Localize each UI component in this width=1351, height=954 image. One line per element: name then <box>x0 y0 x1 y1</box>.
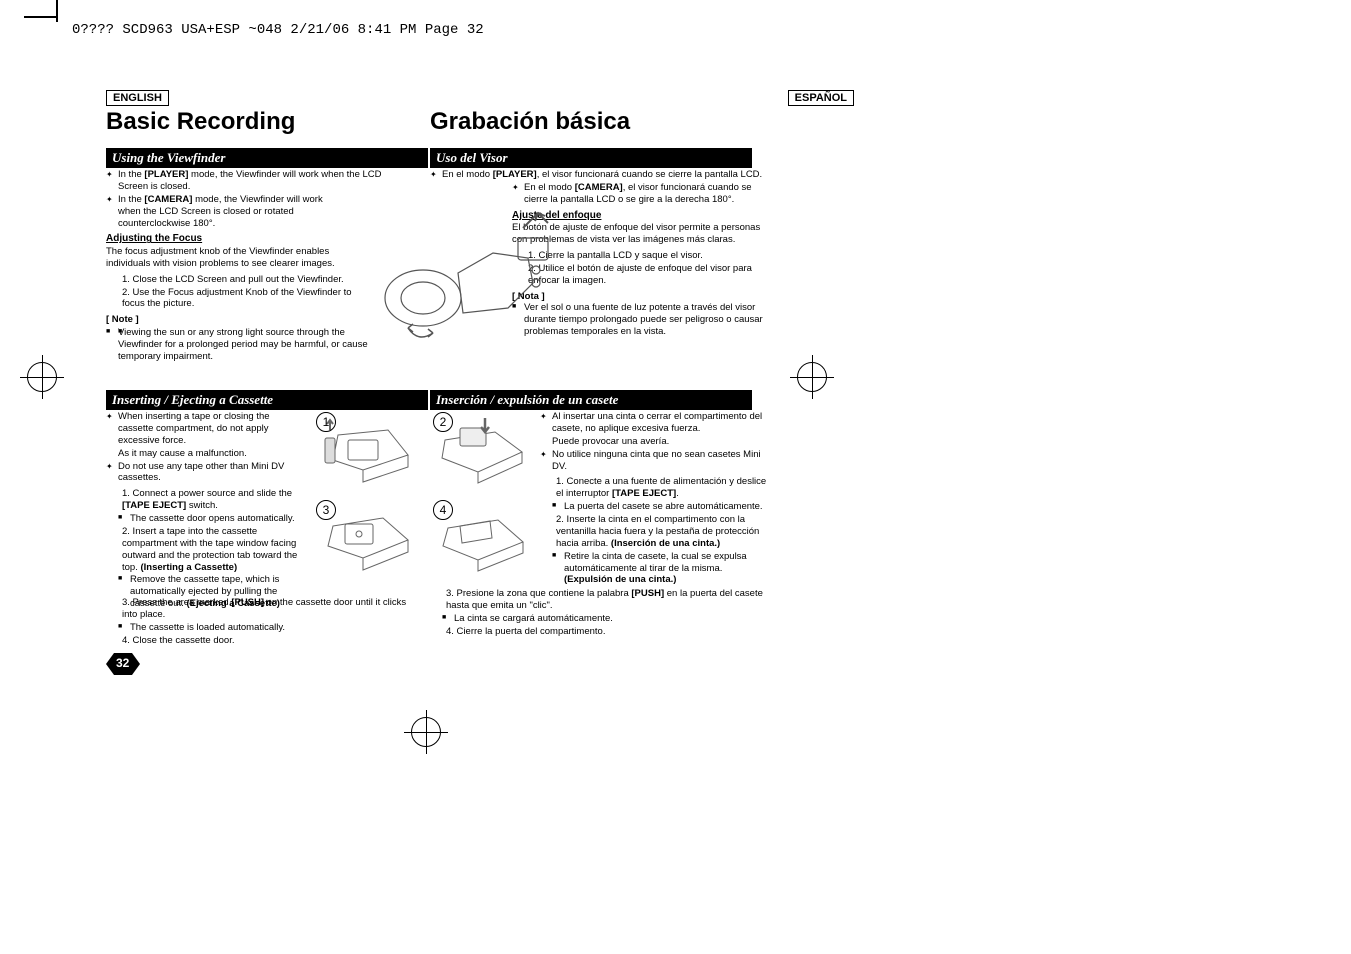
prepress-header: 0???? SCD963 USA+ESP ~048 2/21/06 8:41 P… <box>72 22 484 38</box>
list-item: 1. Close the LCD Screen and pull out the… <box>106 274 362 286</box>
sub-item: The cassette is loaded automatically. <box>106 622 416 634</box>
text: Al insertar una cinta o cerrar el compar… <box>540 411 770 435</box>
text: In the <box>118 169 144 180</box>
section-heading-viewfinder-en: Using the Viewfinder <box>106 148 428 168</box>
text: , el visor funcionará cuando se cierre l… <box>537 169 762 180</box>
language-badge-spanish: ESPAÑOL <box>788 90 854 106</box>
text-bold: (Expulsión de una cinta.) <box>564 574 676 585</box>
step-number-1: 1 <box>316 412 336 432</box>
text-bold: [PUSH] <box>231 597 264 608</box>
chapter-title-english: Basic Recording <box>106 108 295 136</box>
step-number-3: 3 <box>316 500 336 520</box>
sub-item: La puerta del casete se abre automáticam… <box>540 501 770 513</box>
text-bold: (Inserting a Cassette) <box>141 562 238 573</box>
text: The focus adjustment knob of the Viewfin… <box>106 246 361 270</box>
text: En el modo <box>442 169 493 180</box>
page-number: 32 <box>116 656 129 670</box>
text: Puede provocar una avería. <box>540 436 770 448</box>
viewfinder-illustration <box>363 198 563 348</box>
registration-mark <box>20 355 64 399</box>
text: 1. Connect a power source and slide the <box>122 488 292 499</box>
text: No utilice ninguna cinta que no sean cas… <box>540 449 770 473</box>
sub-item: The cassette door opens automatically. <box>106 513 306 525</box>
text: Do not use any tape other than Mini DV c… <box>106 461 306 485</box>
registration-mark <box>790 355 834 399</box>
text: . <box>676 488 679 499</box>
text-bold: [TAPE EJECT] <box>612 488 676 499</box>
cassette-text-es: Al insertar una cinta o cerrar el compar… <box>540 410 770 587</box>
text: As it may cause a malfunction. <box>106 448 306 460</box>
note-heading: [ Note ] <box>106 314 391 326</box>
text-bold: (Inserción de una cinta.) <box>611 538 720 549</box>
step-number-4: 4 <box>433 500 453 520</box>
cassette-text-en-cont: 3. Press the area marked [PUSH] on the c… <box>106 596 416 648</box>
text-bold: [CAMERA] <box>144 194 192 205</box>
list-item: 4. Cierre la puerta del compartimento. <box>430 626 770 638</box>
page-number-badge: 32 <box>106 653 140 675</box>
chapter-title-spanish: Grabación básica <box>430 108 630 136</box>
registration-mark <box>404 710 448 754</box>
text: When inserting a tape or closing the cas… <box>106 411 306 447</box>
text: 3. Presione la zona que contiene la pala… <box>446 588 631 599</box>
text-bold: [PLAYER] <box>144 169 188 180</box>
language-badge-english: ENGLISH <box>106 90 169 106</box>
step-number-2: 2 <box>433 412 453 432</box>
text: Retire la cinta de casete, la cual se ex… <box>564 551 747 574</box>
crop-mark <box>24 16 56 18</box>
cassette-text-en: When inserting a tape or closing the cas… <box>106 410 306 611</box>
viewfinder-text-en: In the [PLAYER] mode, the Viewfinder wil… <box>106 168 391 364</box>
text-bold: [PUSH] <box>631 588 664 599</box>
crop-mark <box>56 0 58 22</box>
cassette-text-es-cont: 3. Presione la zona que contiene la pala… <box>430 587 770 639</box>
subheading-focus-en: Adjusting the Focus <box>106 233 391 246</box>
text-bold: [PLAYER] <box>493 169 537 180</box>
section-heading-cassette-en: Inserting / Ejecting a Cassette <box>106 390 428 410</box>
text-bold: [CAMERA] <box>575 182 623 193</box>
text-bold: [TAPE EJECT] <box>122 500 186 511</box>
section-heading-cassette-es: Inserción / expulsión de un casete <box>430 390 752 410</box>
text: 3. Press the area marked <box>122 597 231 608</box>
text: switch. <box>186 500 218 511</box>
text: En el modo <box>524 182 575 193</box>
sub-item: La cinta se cargará automáticamente. <box>430 613 770 625</box>
text: In the <box>118 194 144 205</box>
list-item: 4. Close the cassette door. <box>106 635 416 647</box>
note-body: Viewing the sun or any strong light sour… <box>118 327 368 362</box>
list-item: 2. Use the Focus adjustment Knob of the … <box>106 287 362 311</box>
section-heading-viewfinder-es: Uso del Visor <box>430 148 752 168</box>
